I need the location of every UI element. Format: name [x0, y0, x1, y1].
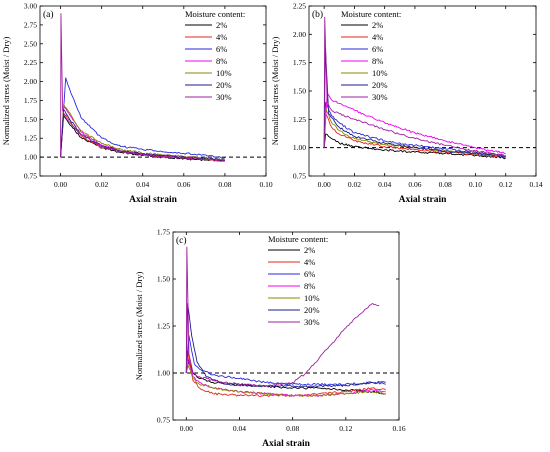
series-line: [60, 77, 226, 159]
x-tick-label: 0.12: [499, 180, 512, 189]
y-tick-label: 1.75: [24, 96, 37, 105]
series-line: [323, 101, 506, 157]
series-line: [185, 349, 386, 397]
y-tick-label: 1.75: [293, 58, 306, 67]
panel-label: (a): [43, 9, 54, 20]
x-tick-label: 0.04: [378, 180, 391, 189]
series-line: [60, 13, 226, 162]
y-tick-label: 2.00: [24, 77, 37, 86]
y-tick-label: 2.00: [293, 30, 306, 39]
legend-entry: 30%: [372, 92, 388, 102]
x-tick-label: 0.00: [318, 180, 331, 189]
x-tick-label: 0.16: [392, 424, 405, 433]
y-tick-label: 2.25: [24, 58, 37, 67]
x-tick-label: 0.10: [259, 180, 272, 189]
x-tick-label: 0.04: [233, 424, 246, 433]
x-tick-label: 0.08: [286, 424, 299, 433]
legend-title: Moisture content:: [341, 9, 401, 19]
y-axis-title: Normalized stress (Moist / Dry): [1, 37, 11, 146]
x-tick-label: 0.14: [529, 180, 542, 189]
legend-entry: 6%: [304, 269, 315, 279]
y-tick-label: 1.50: [157, 275, 170, 284]
legend-entry: 6%: [372, 44, 383, 54]
y-tick-label: 1.00: [293, 143, 306, 152]
series-line: [185, 359, 386, 395]
x-tick-label: 0.02: [95, 180, 108, 189]
series-line: [323, 133, 506, 160]
legend-entry: 10%: [304, 293, 320, 303]
x-tick-label: 0.02: [348, 180, 361, 189]
legend-entry: 2%: [372, 20, 383, 30]
panel-label: (b): [312, 9, 323, 20]
legend-title: Moisture content:: [268, 234, 328, 244]
y-tick-label: 1.00: [157, 369, 170, 378]
legend-entry: 10%: [372, 68, 388, 78]
legend-entry: 8%: [304, 281, 315, 291]
y-tick-label: 1.50: [24, 115, 37, 124]
series-line: [323, 107, 506, 157]
series-line: [323, 16, 506, 157]
chart-panel-2: 0.00 0.02 0.04 0.06 0.08 0.10 0.12 0.14 0.75 1.00…: [270, 2, 543, 206]
y-tick-label: 1.25: [293, 115, 306, 124]
x-tick-label: 0.00: [54, 180, 67, 189]
legend-entry: 2%: [216, 20, 227, 30]
series-line: [185, 363, 386, 398]
legend-entry: 4%: [216, 32, 227, 42]
y-tick-label: 1.75: [157, 228, 170, 237]
plot-frame: [39, 5, 267, 177]
legend-entry: 20%: [304, 305, 320, 315]
series-line: [185, 302, 386, 388]
x-tick-label: 0.04: [136, 180, 149, 189]
legend-entry: 30%: [216, 92, 232, 102]
y-tick-label: 1.25: [24, 134, 37, 143]
series-line: [323, 92, 506, 154]
series-line: [185, 357, 386, 397]
series-line: [323, 113, 506, 158]
legend-entry: 10%: [216, 68, 232, 78]
chart-panel-3: 0.00 0.04 0.08 0.12 0.16 0.75 1.00 1.25 1.50 1.75…: [134, 228, 406, 450]
y-tick-label: 0.75: [293, 172, 306, 181]
chart-panel-1: 0.00 0.02 0.04 0.06 0.08 0.10 0.75 1.00 1.25 1.50…: [1, 2, 273, 206]
x-tick-label: 0.06: [177, 180, 190, 189]
legend-entry: 20%: [372, 80, 388, 90]
y-tick-label: 1.50: [293, 87, 306, 96]
x-tick-label: 0.00: [180, 424, 193, 433]
series-line: [185, 246, 380, 387]
legend-entry: 30%: [304, 317, 320, 327]
panel-label: (c): [176, 235, 187, 246]
legend-entry: 2%: [304, 245, 315, 255]
y-tick-label: 2.75: [24, 20, 37, 29]
y-axis-title: Normalized stress (Moist / Dry): [270, 37, 280, 146]
series-line: [185, 334, 386, 386]
y-tick-label: 2.50: [24, 39, 37, 48]
x-tick-label: 0.06: [408, 180, 421, 189]
x-tick-label: 0.08: [218, 180, 231, 189]
x-tick-label: 0.12: [339, 424, 352, 433]
y-tick-label: 3.00: [24, 2, 37, 11]
y-tick-label: 2.25: [293, 2, 306, 11]
legend-entry: 8%: [216, 56, 227, 66]
y-tick-label: 1.00: [24, 153, 37, 162]
y-tick-label: 1.25: [157, 322, 170, 331]
x-tick-label: 0.08: [439, 180, 452, 189]
x-tick-label: 0.10: [469, 180, 482, 189]
legend-title: Moisture content:: [185, 9, 245, 19]
legend-entry: 8%: [372, 56, 383, 66]
legend-entry: 4%: [372, 32, 383, 42]
legend-entry: 20%: [216, 80, 232, 90]
x-axis-title: Axial strain: [399, 195, 447, 205]
legend-entry: 4%: [304, 257, 315, 267]
series-line: [60, 103, 226, 161]
series-line: [323, 47, 506, 158]
y-tick-label: 0.75: [157, 416, 170, 425]
x-axis-title: Axial strain: [262, 439, 310, 449]
x-axis-title: Axial strain: [129, 195, 177, 205]
legend-entry: 6%: [216, 44, 227, 54]
y-axis-title: Normalized stress (Moist / Dry): [134, 272, 144, 381]
y-tick-label: 0.75: [24, 172, 37, 181]
